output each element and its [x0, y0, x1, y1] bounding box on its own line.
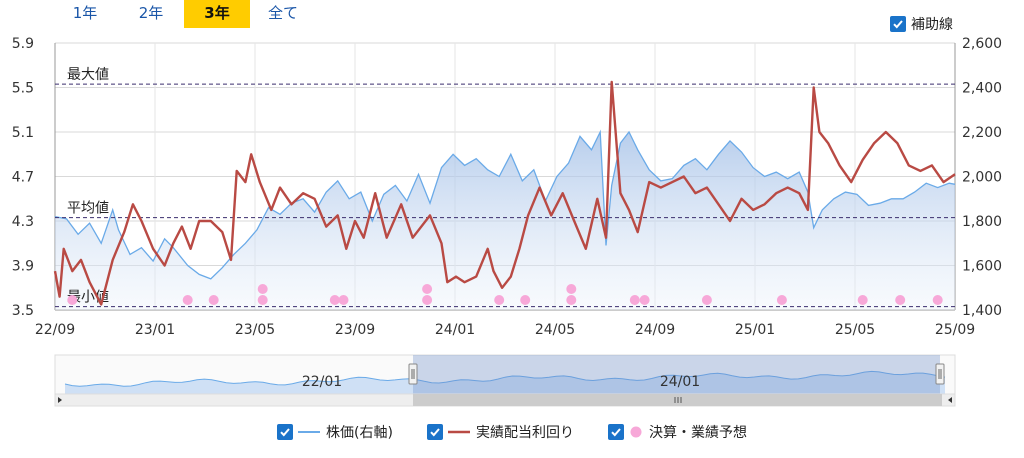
event-marker — [422, 295, 433, 305]
checkbox-checked-icon[interactable] — [277, 424, 294, 440]
event-marker — [566, 295, 577, 305]
x-tick-label: 23/01 — [135, 322, 175, 338]
x-tick-label: 25/01 — [735, 322, 775, 338]
scroll-left-icon — [58, 397, 62, 403]
y-left-tick-label: 5.1 — [12, 125, 34, 141]
aux-lines-label: 補助線 — [911, 17, 953, 33]
legend-label-events: 決算・業績予想 — [648, 425, 747, 441]
navigator-label: 22/01 — [302, 374, 342, 390]
navigator-label: 24/01 — [660, 374, 700, 390]
y-left-tick-label: 3.5 — [12, 303, 34, 319]
event-marker — [257, 284, 268, 294]
y-right-tick-label: 2,000 — [962, 170, 1002, 186]
period-tabs: 1年 2年 3年 全て — [52, 0, 316, 28]
blue-line-icon — [298, 431, 321, 433]
legend-label-price: 株価(右軸) — [326, 425, 393, 441]
event-markers — [67, 284, 943, 305]
event-marker — [494, 295, 505, 305]
red-line-icon — [447, 430, 470, 434]
legend: 株価(右軸) 実績配当利回り 決算・業績予想 — [0, 422, 1024, 442]
aux-lines-toggle[interactable]: 補助線 — [890, 14, 953, 34]
event-marker — [629, 295, 640, 305]
tab-2y[interactable]: 2年 — [138, 4, 164, 22]
navigator-area — [65, 371, 945, 394]
event-marker — [701, 295, 712, 305]
legend-item-events[interactable]: 決算・業績予想 — [607, 422, 747, 442]
tab-3y[interactable]: 3年 — [184, 0, 250, 28]
tab-1y[interactable]: 1年 — [72, 4, 98, 22]
event-marker — [639, 295, 650, 305]
yield-series — [53, 80, 956, 306]
price-line — [54, 129, 956, 280]
y-left-tick-label: 4.7 — [12, 170, 34, 186]
event-marker — [520, 295, 531, 305]
legend-item-price[interactable]: 株価(右軸) — [277, 422, 393, 442]
x-tick-label: 23/05 — [235, 322, 275, 338]
checkbox-checked-icon[interactable] — [607, 424, 624, 440]
navigator-handle — [408, 363, 418, 385]
y-right-tick-label: 1,600 — [962, 259, 1002, 275]
legend-item-yield[interactable]: 実績配当利回り — [426, 422, 574, 442]
navigator-line — [64, 370, 946, 387]
price-area — [55, 132, 955, 310]
y-left-tick-label: 5.5 — [12, 81, 34, 97]
event-marker — [329, 295, 340, 305]
x-tick-label: 22/09 — [35, 322, 75, 338]
checkbox-checked-icon[interactable] — [426, 424, 443, 440]
y-right-tick-label: 2,200 — [962, 125, 1002, 141]
event-marker — [422, 284, 433, 294]
yield-line — [53, 80, 956, 306]
x-tick-label: 24/09 — [635, 322, 675, 338]
x-tick-label: 25/09 — [935, 322, 975, 338]
tab-all[interactable]: 全て — [267, 4, 298, 22]
x-tick-label: 24/01 — [435, 322, 475, 338]
y-right-tick-label: 2,600 — [962, 36, 1002, 52]
pink-dot-icon — [630, 426, 642, 438]
y-right-tick-label: 2,400 — [962, 81, 1002, 97]
event-marker — [857, 295, 868, 305]
axes: 3.5 3.9 4.3 4.7 5.1 5.5 5.9 1,400 1,600 1,800 2,00… — [12, 36, 1002, 338]
event-marker — [67, 295, 78, 305]
y-left-tick-label: 4.3 — [12, 214, 34, 230]
ref-line-label: 平均値 — [67, 201, 109, 217]
y-left-tick-label: 3.9 — [12, 259, 34, 275]
x-tick-label: 25/05 — [835, 322, 875, 338]
event-marker — [932, 295, 943, 305]
x-tick-label: 24/05 — [535, 322, 575, 338]
event-marker — [338, 295, 349, 305]
y-right-tick-label: 1,400 — [962, 303, 1002, 319]
event-marker — [895, 295, 906, 305]
event-marker — [182, 295, 193, 305]
y-right-tick-label: 1,800 — [962, 214, 1002, 230]
legend-label-yield: 実績配当利回り — [475, 425, 574, 441]
price-series — [54, 129, 956, 310]
event-marker — [208, 295, 219, 305]
event-marker — [776, 295, 787, 305]
event-marker — [257, 295, 268, 305]
ref-line-label: 最大値 — [67, 67, 109, 83]
navigator-selection — [413, 355, 940, 394]
range-navigator[interactable]: 22/01 24/01 — [54, 354, 956, 407]
x-tick-label: 23/09 — [335, 322, 375, 338]
y-left-tick-label: 5.9 — [12, 36, 34, 52]
checkbox-checked-icon[interactable] — [890, 16, 906, 32]
scroll-right-icon — [948, 397, 952, 403]
event-marker — [566, 284, 577, 294]
navigator-handle — [935, 363, 945, 385]
